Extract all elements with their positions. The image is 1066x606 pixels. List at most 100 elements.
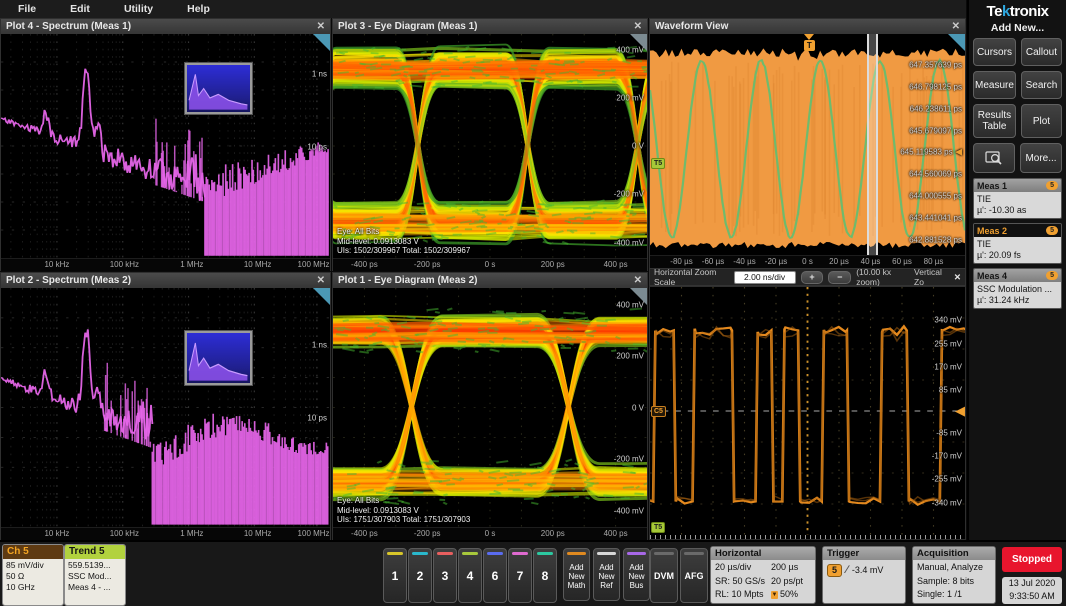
plot2-plot-area[interactable]: 1 ns10 ps xyxy=(1,288,330,527)
panel-title-bar[interactable]: Plot 4 - Spectrum (Meas 1) ✕ xyxy=(1,19,330,34)
x-tick-label: 1 MHz xyxy=(180,260,203,269)
vertical-zoom-label[interactable]: Vertical Zo xyxy=(914,267,949,287)
time-label: 9:33:50 AM xyxy=(1002,590,1062,603)
add-new-ref-button[interactable]: Add New Ref xyxy=(593,548,620,601)
channel-button-1[interactable]: 1 xyxy=(383,548,407,603)
zoom-corner-icon[interactable] xyxy=(313,288,330,305)
dvm-button[interactable]: DVM xyxy=(650,548,678,603)
panel-title: Plot 2 - Spectrum (Meas 2) xyxy=(6,273,131,288)
y-tick-label: 200 mV xyxy=(616,352,644,361)
channel-source-tag[interactable]: C5 xyxy=(651,406,666,417)
close-icon[interactable]: ✕ xyxy=(634,19,642,34)
panel-title-bar[interactable]: Plot 2 - Spectrum (Meas 2) ✕ xyxy=(1,273,330,288)
y-tick-label: -255 mV xyxy=(932,475,962,484)
y-tick-label: -200 mV xyxy=(614,190,644,199)
y-tick-label: 647.357639 ps xyxy=(909,60,962,69)
magnifier-screen-button[interactable] xyxy=(973,143,1015,173)
close-icon[interactable]: ✕ xyxy=(634,273,642,288)
add-new-bus-button[interactable]: Add New Bus xyxy=(623,548,650,601)
close-icon[interactable]: ✕ xyxy=(954,272,961,283)
eye-annotation: Eye: All Bits xyxy=(337,496,379,505)
y-tick-label: 200 mV xyxy=(616,93,644,102)
zoom-out-button[interactable]: − xyxy=(828,271,851,284)
plot1-plot-area[interactable]: 400 mV200 mV0 V-200 mV-400 mVEye: All Bi… xyxy=(333,288,647,527)
y-tick-label: -85 mV xyxy=(936,429,962,438)
channel-color-stripe xyxy=(462,552,478,555)
spectrum-thumbnail[interactable] xyxy=(185,63,252,114)
meas-chip-meas2[interactable]: Meas 25TIEµ': 20.09 fs xyxy=(973,223,1062,264)
trend-source-tag[interactable]: T5 xyxy=(651,158,665,169)
zoom-corner-icon[interactable] xyxy=(948,34,965,51)
channel-button-2[interactable]: 2 xyxy=(408,548,432,603)
more-button[interactable]: More... xyxy=(1020,143,1062,173)
trigger-slope-icon: ∕ xyxy=(846,564,848,578)
panel-plot4: Plot 4 - Spectrum (Meas 1) ✕ 1 ns10 ps 1… xyxy=(0,18,331,271)
sidebar-button-search[interactable]: Search xyxy=(1021,71,1062,99)
eye-annotation: Mid-level: 0.0913083 V xyxy=(337,237,419,246)
afg-button[interactable]: AFG xyxy=(680,548,708,603)
panel-title: Plot 3 - Eye Diagram (Meas 1) xyxy=(338,19,478,34)
panel-title-bar[interactable]: Waveform View ✕ xyxy=(650,19,965,34)
y-tick-label: 645.119583 ps ◀ xyxy=(900,147,962,158)
y-tick-label: -170 mV xyxy=(932,452,962,461)
acquisition-line: Single: 1 /1 xyxy=(917,588,991,602)
x-tick-label: 10 MHz xyxy=(244,529,272,538)
trend-5-badge[interactable]: Trend 5 559.5139...SSC Mod...Meas 4 - ..… xyxy=(64,544,126,606)
channel-button-8[interactable]: 8 xyxy=(533,548,557,603)
horizontal-title: Horizontal xyxy=(711,547,815,560)
channel-button-4[interactable]: 4 xyxy=(458,548,482,603)
add-new-math-button[interactable]: Add New Math xyxy=(563,548,590,601)
sidebar-button-plot[interactable]: Plot xyxy=(1021,104,1062,138)
meas-header: Meas 25 xyxy=(974,224,1061,237)
channel-setting: 85 mV/div xyxy=(6,560,60,571)
channel-button-3[interactable]: 3 xyxy=(433,548,457,603)
plot4-x-axis: 10 kHz100 kHz1 MHz10 MHz100 MHz xyxy=(1,258,330,271)
meas-name: Meas 4 xyxy=(977,271,1007,281)
waveform-plot-area[interactable]: T T5 647.357639 ps646.798125 ps646.23861… xyxy=(650,34,965,255)
right-sidebar: Tektronix Add New... CursorsCalloutMeasu… xyxy=(967,0,1066,540)
trigger-settings[interactable]: Trigger 5 ∕ -3.4 mV xyxy=(822,546,906,604)
plot4-plot-area[interactable]: 1 ns10 ps xyxy=(1,34,330,258)
panel-title-bar[interactable]: Plot 3 - Eye Diagram (Meas 1) ✕ xyxy=(333,19,647,34)
menu-file[interactable]: File xyxy=(18,3,36,15)
menu-utility[interactable]: Utility xyxy=(124,3,153,15)
x-tick-label: -400 ps xyxy=(351,529,378,538)
level-arrow-icon[interactable]: ◀ xyxy=(955,406,965,416)
channel-setting: 10 GHz xyxy=(6,582,60,593)
zoomed-waveform-view[interactable]: C5 T5 ◀ 340 mV255 mV170 mV85 mV-85 mV-17… xyxy=(649,286,966,540)
channel-button-7[interactable]: 7 xyxy=(508,548,532,603)
channel-5-badge[interactable]: Ch 5 85 mV/div50 Ω10 GHz xyxy=(2,544,64,606)
trend-source-tag[interactable]: T5 xyxy=(651,522,665,533)
acquisition-settings[interactable]: Acquisition Manual, AnalyzeSample: 8 bit… xyxy=(912,546,996,604)
horizontal-zoom-scale-input[interactable] xyxy=(734,271,796,284)
horizontal-settings[interactable]: Horizontal 20 µs/div200 µsSR: 50 GS/s20 … xyxy=(710,546,816,604)
spectrum-thumbnail[interactable] xyxy=(185,331,252,385)
zoom-window-handle[interactable] xyxy=(867,34,878,255)
close-icon[interactable]: ✕ xyxy=(317,273,325,288)
menu-bar: File Edit Utility Help xyxy=(0,0,966,18)
sidebar-button-callout[interactable]: Callout xyxy=(1021,38,1062,66)
sidebar-button-results-table[interactable]: Results Table xyxy=(973,104,1016,138)
menu-edit[interactable]: Edit xyxy=(70,3,90,15)
zoom-corner-icon[interactable] xyxy=(630,288,647,305)
zoom-corner-icon[interactable] xyxy=(630,34,647,51)
plot3-plot-area[interactable]: 400 mV200 mV0 V-200 mV-400 mVEye: All Bi… xyxy=(333,34,647,258)
close-icon[interactable]: ✕ xyxy=(952,19,960,34)
zoom-in-button[interactable]: + xyxy=(801,271,824,284)
y-tick-label: 645.679097 ps xyxy=(909,126,962,135)
x-tick-label: -60 µs xyxy=(702,257,724,266)
panel-title-bar[interactable]: Plot 1 - Eye Diagram (Meas 2) ✕ xyxy=(333,273,647,288)
y-tick-label: -400 mV xyxy=(614,239,644,248)
sidebar-button-measure[interactable]: Measure xyxy=(973,71,1016,99)
stopped-button[interactable]: Stopped xyxy=(1002,547,1062,572)
channel-button-6[interactable]: 6 xyxy=(483,548,507,603)
meas-chip-meas4[interactable]: Meas 45SSC Modulation ...µ': 31.24 kHz xyxy=(973,268,1062,309)
trigger-marker-icon[interactable]: T xyxy=(803,34,815,51)
menu-help[interactable]: Help xyxy=(187,3,210,15)
meas-chip-meas1[interactable]: Meas 15TIEµ': -10.30 as xyxy=(973,178,1062,219)
sidebar-button-cursors[interactable]: Cursors xyxy=(973,38,1016,66)
zoom-corner-icon[interactable] xyxy=(313,34,330,51)
y-tick-label: 0 V xyxy=(632,142,644,151)
close-icon[interactable]: ✕ xyxy=(317,19,325,34)
meas-type: TIE xyxy=(977,194,1058,205)
